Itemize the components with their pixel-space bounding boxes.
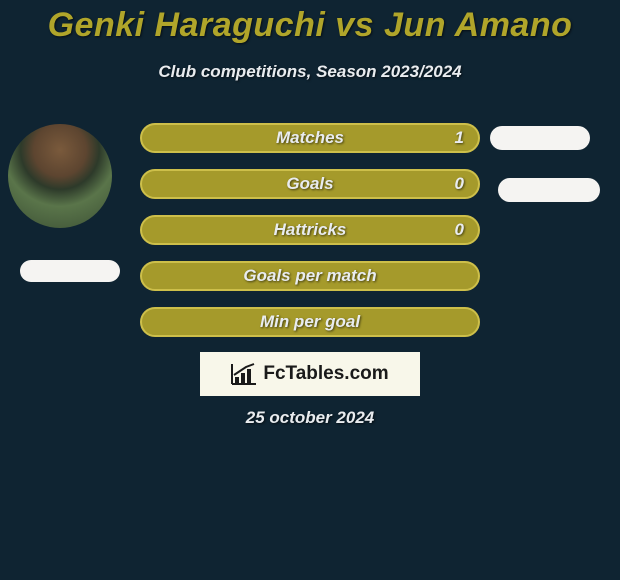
logo-text: FcTables.com [263,363,388,385]
chart-icon [231,363,257,385]
stat-row: Matches 1 [140,123,480,153]
snapshot-date: 25 october 2024 [0,408,620,428]
player-left-avatar [8,124,112,228]
stat-value-left: 0 [455,174,464,194]
player-right-value-pill-2 [498,178,600,202]
stat-label: Goals per match [243,266,376,286]
stat-label: Min per goal [260,312,360,332]
stat-row: Goals 0 [140,169,480,199]
player-left-photo [8,124,112,228]
page-title: Genki Haraguchi vs Jun Amano [0,6,620,45]
stat-label: Matches [276,128,344,148]
player-left-name-pill [20,260,120,282]
stat-label: Goals [286,174,333,194]
stat-value-left: 0 [455,220,464,240]
logo-box: FcTables.com [200,352,420,396]
stat-row: Hattricks 0 [140,215,480,245]
stat-row: Min per goal [140,307,480,337]
stat-label: Hattricks [274,220,347,240]
player-right-value-pill-1 [490,126,590,150]
stat-value-left: 1 [455,128,464,148]
season-subtitle: Club competitions, Season 2023/2024 [0,62,620,82]
stat-row: Goals per match [140,261,480,291]
